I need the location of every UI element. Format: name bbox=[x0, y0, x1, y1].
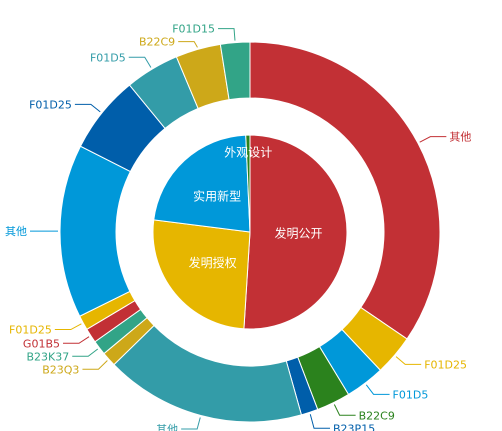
outer-labels: 其他F01D25F01D5B22C9B23P15其他B23Q3B23K37G01… bbox=[5, 23, 471, 431]
outer-slice-label: B22C9 bbox=[359, 409, 395, 422]
leader-line bbox=[333, 404, 356, 416]
outer-ring bbox=[59, 41, 441, 423]
leader-line bbox=[72, 348, 99, 357]
leader-lines bbox=[30, 28, 447, 430]
outer-slice-label: F01D5 bbox=[90, 51, 126, 64]
leader-line bbox=[309, 414, 331, 429]
leader-line bbox=[54, 323, 82, 331]
leader-line bbox=[395, 356, 422, 365]
inner-slice bbox=[245, 134, 251, 233]
leader-line bbox=[74, 103, 101, 113]
outer-slice-label: B22C9 bbox=[139, 36, 175, 49]
inner-slice-label: 发明授权 bbox=[189, 255, 237, 270]
inner-slice bbox=[152, 219, 251, 330]
outer-slice-label: F01D15 bbox=[172, 23, 215, 36]
outer-slice-label: B23P15 bbox=[333, 422, 375, 431]
leader-line bbox=[218, 28, 236, 41]
leader-line bbox=[63, 336, 90, 344]
outer-slice-label: 其他 bbox=[156, 423, 178, 431]
leader-line bbox=[181, 417, 201, 430]
outer-slice-label: B23K37 bbox=[26, 350, 69, 363]
outer-slice-label: F01D25 bbox=[29, 98, 72, 111]
inner-slice bbox=[243, 134, 348, 330]
outer-slice-label: F01D5 bbox=[393, 388, 429, 401]
outer-slice-label: 其他 bbox=[449, 131, 471, 144]
outer-slice-label: F01D25 bbox=[9, 324, 52, 337]
inner-slice bbox=[153, 134, 251, 233]
inner-slice-label: 发明公开 bbox=[274, 226, 322, 241]
leader-line bbox=[128, 56, 152, 68]
inner-pie bbox=[152, 134, 348, 330]
outer-slice bbox=[59, 145, 132, 317]
leader-line bbox=[178, 41, 198, 48]
inner-slice-label: 外观设计 bbox=[224, 145, 272, 159]
inner-slice-label: 实用新型 bbox=[193, 188, 241, 203]
outer-slice bbox=[249, 41, 441, 340]
leader-line bbox=[419, 136, 447, 143]
outer-slice-label: F01D25 bbox=[424, 358, 467, 371]
outer-slice-label: G01B5 bbox=[23, 337, 60, 350]
leader-line bbox=[82, 360, 108, 370]
outer-slice bbox=[219, 41, 251, 101]
leader-line bbox=[365, 384, 390, 395]
outer-slice-label: 其他 bbox=[5, 225, 27, 238]
outer-slice bbox=[113, 324, 303, 423]
outer-slice-label: B23Q3 bbox=[42, 363, 79, 376]
